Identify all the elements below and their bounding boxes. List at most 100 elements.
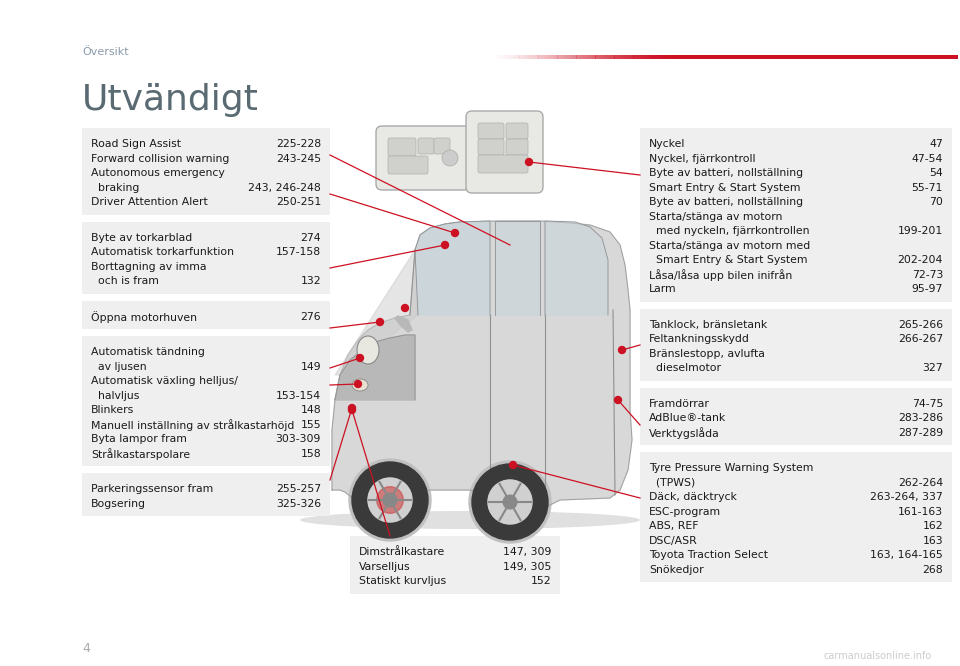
Text: 263-264, 337: 263-264, 337 (871, 492, 943, 502)
Bar (664, 55, 667, 59)
Bar (652, 55, 654, 59)
Bar (533, 55, 535, 59)
Bar (82, 128, 330, 214)
Text: Manuell inställning av strålkastarhöjd: Manuell inställning av strålkastarhöjd (91, 419, 295, 431)
Bar (678, 55, 680, 59)
Text: Automatisk tändning: Automatisk tändning (91, 348, 204, 358)
FancyBboxPatch shape (388, 138, 416, 156)
Bar (662, 55, 664, 59)
Bar (521, 55, 523, 59)
Bar (584, 55, 586, 59)
Bar (534, 55, 536, 59)
Bar (544, 55, 546, 59)
Bar (557, 55, 559, 59)
FancyBboxPatch shape (376, 126, 470, 190)
Text: Blinkers: Blinkers (91, 406, 134, 416)
Bar (640, 55, 642, 59)
Bar (518, 55, 520, 59)
Circle shape (401, 304, 409, 312)
Text: 266-267: 266-267 (898, 334, 943, 344)
Bar (563, 55, 564, 59)
Bar (597, 55, 599, 59)
Bar (491, 55, 492, 59)
Circle shape (525, 159, 533, 165)
Text: 255-257: 255-257 (276, 484, 321, 494)
Bar (493, 55, 495, 59)
Bar (609, 55, 611, 59)
Bar (615, 55, 617, 59)
Bar (668, 55, 670, 59)
Circle shape (442, 242, 448, 248)
Text: Nyckel: Nyckel (649, 139, 685, 149)
Bar (642, 55, 644, 59)
Bar (664, 55, 666, 59)
Bar (541, 55, 543, 59)
Text: 325-326: 325-326 (276, 499, 321, 509)
Text: Utvändigt: Utvändigt (82, 83, 259, 117)
Bar (596, 55, 598, 59)
Text: Verktygslåda: Verktygslåda (649, 427, 720, 439)
Bar (558, 55, 560, 59)
Bar (494, 55, 496, 59)
Polygon shape (415, 221, 490, 315)
Circle shape (451, 230, 459, 236)
Bar (548, 55, 550, 59)
Text: 163, 164-165: 163, 164-165 (871, 550, 943, 560)
Text: Parkeringssensor fram: Parkeringssensor fram (91, 484, 213, 494)
Bar (528, 55, 530, 59)
Circle shape (488, 480, 532, 524)
Bar (498, 55, 500, 59)
Text: Framdörrar: Framdörrar (649, 399, 709, 409)
Bar (512, 55, 514, 59)
Bar (499, 55, 501, 59)
Bar (522, 55, 524, 59)
Circle shape (348, 404, 355, 412)
Bar (622, 55, 624, 59)
Bar (644, 55, 646, 59)
Text: 4: 4 (82, 641, 90, 655)
Bar (567, 55, 569, 59)
Text: Snökedjor: Snökedjor (649, 565, 704, 575)
Bar (82, 222, 330, 294)
Bar (660, 55, 661, 59)
Text: Driver Attention Alert: Driver Attention Alert (91, 197, 207, 207)
Bar (663, 55, 665, 59)
Bar (490, 55, 492, 59)
Text: 153-154: 153-154 (276, 391, 321, 401)
Bar (676, 55, 678, 59)
Text: Autonomous emergency: Autonomous emergency (91, 168, 225, 178)
Text: 287-289: 287-289 (898, 428, 943, 438)
Bar (579, 55, 581, 59)
Bar (612, 55, 613, 59)
Bar (667, 55, 670, 59)
Bar (606, 55, 608, 59)
Polygon shape (335, 250, 418, 375)
Bar (569, 55, 571, 59)
Circle shape (618, 346, 626, 354)
Circle shape (349, 459, 431, 541)
Bar (505, 55, 507, 59)
Text: Larm: Larm (649, 284, 677, 294)
Bar (623, 55, 625, 59)
Bar (549, 55, 551, 59)
Text: 327: 327 (923, 364, 943, 374)
Bar (657, 55, 659, 59)
Bar (501, 55, 503, 59)
Bar (517, 55, 519, 59)
Bar (661, 55, 663, 59)
Bar (648, 55, 650, 59)
Text: 243-245: 243-245 (276, 154, 321, 164)
Bar (545, 55, 547, 59)
Bar (525, 55, 527, 59)
Text: 47-54: 47-54 (912, 154, 943, 164)
Bar (666, 55, 669, 59)
Bar (588, 55, 589, 59)
Bar (556, 55, 558, 59)
Bar (630, 55, 632, 59)
Bar (655, 55, 657, 59)
Bar (627, 55, 629, 59)
Text: 283-286: 283-286 (898, 414, 943, 424)
Text: Forward collision warning: Forward collision warning (91, 154, 229, 164)
Bar (564, 55, 565, 59)
Bar (612, 55, 614, 59)
